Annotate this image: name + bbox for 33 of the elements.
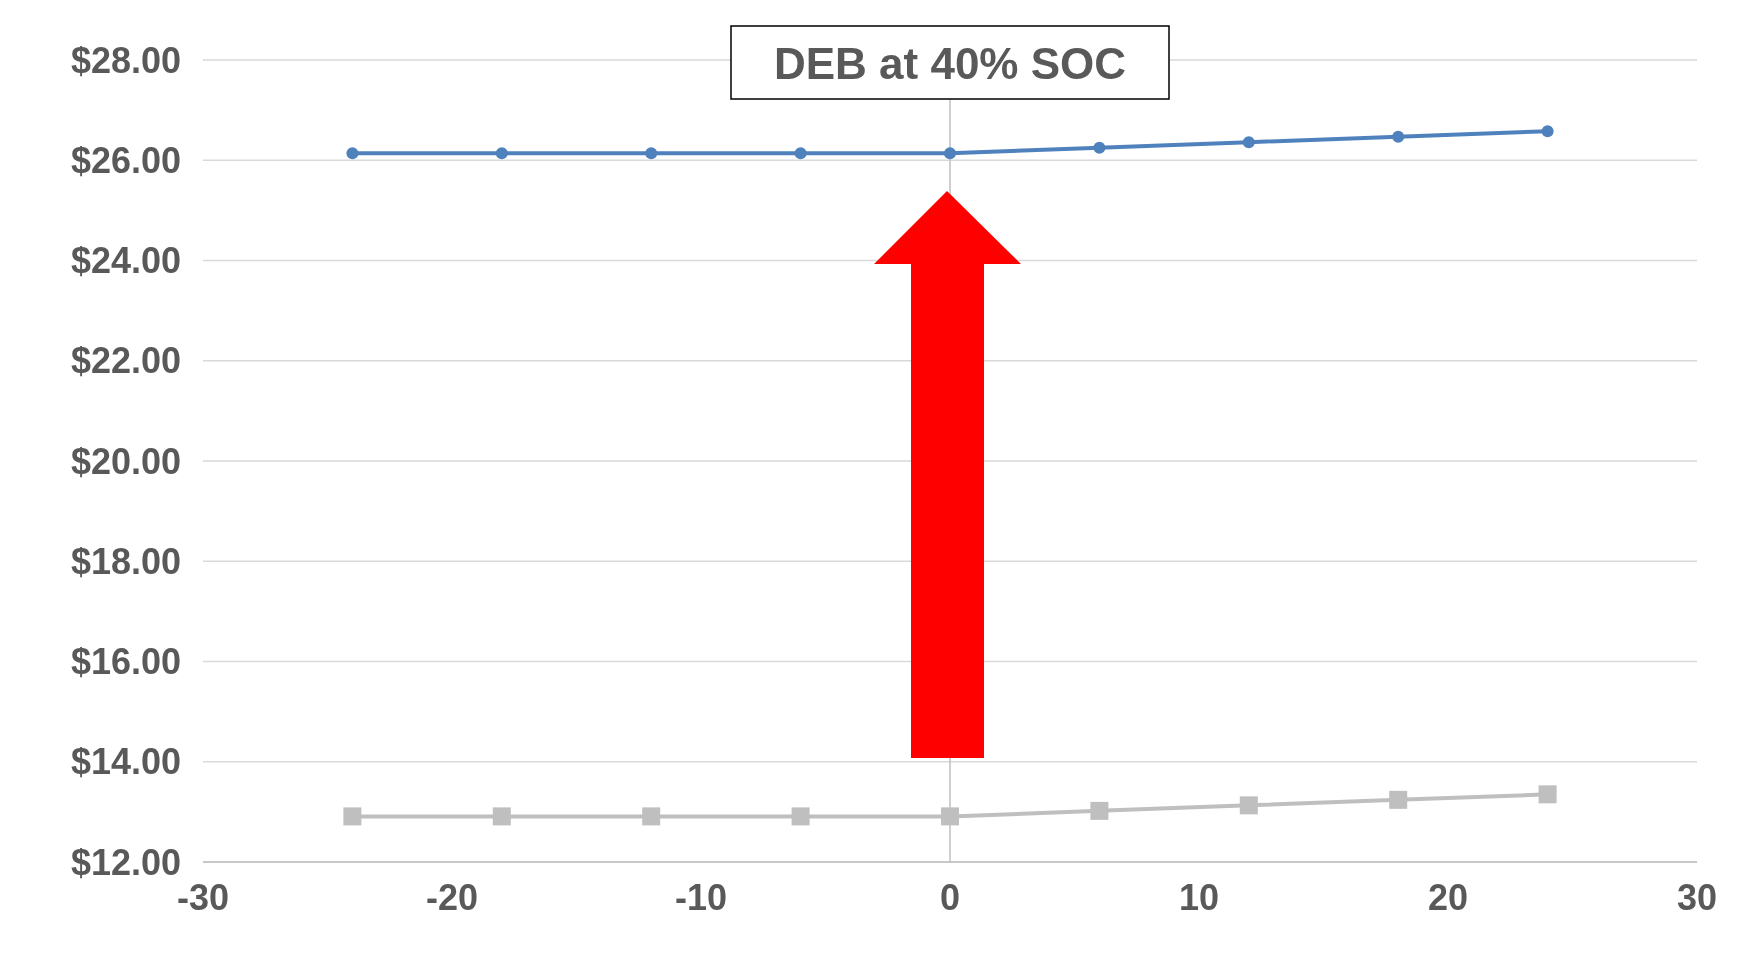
y-tick-label: $20.00 (70, 440, 181, 482)
y-tick-label: $26.00 (70, 139, 181, 181)
point (1239, 796, 1258, 815)
point (791, 807, 810, 826)
point (1392, 130, 1405, 143)
point (1093, 141, 1106, 154)
point (1389, 790, 1408, 809)
y-tick-label: $18.00 (70, 540, 181, 582)
point (645, 147, 658, 160)
y-tick-label: $28.00 (70, 39, 181, 81)
y-tick-label: $14.00 (70, 741, 181, 783)
point (1242, 136, 1255, 149)
point (343, 807, 362, 826)
point (495, 147, 508, 160)
y-tick-label: $22.00 (70, 340, 181, 382)
point (941, 807, 959, 826)
point (1541, 125, 1554, 138)
x-tick-label: 10 (1178, 877, 1220, 918)
y-tick-label: $24.00 (70, 240, 181, 282)
point (1090, 801, 1109, 820)
x-tick-label: 20 (1427, 877, 1469, 918)
point (794, 147, 807, 160)
x-tick-label: -20 (425, 877, 479, 918)
x-tick-label: -10 (674, 877, 728, 918)
chart-title: DEB at 40% SOC (773, 39, 1127, 89)
x-tick-label: 0 (939, 877, 961, 918)
point (944, 147, 956, 160)
point (492, 807, 511, 826)
point (1538, 785, 1557, 804)
y-tick-label: $16.00 (70, 641, 181, 683)
point (642, 807, 661, 826)
point (346, 147, 359, 160)
x-tick-label: 30 (1676, 877, 1718, 918)
